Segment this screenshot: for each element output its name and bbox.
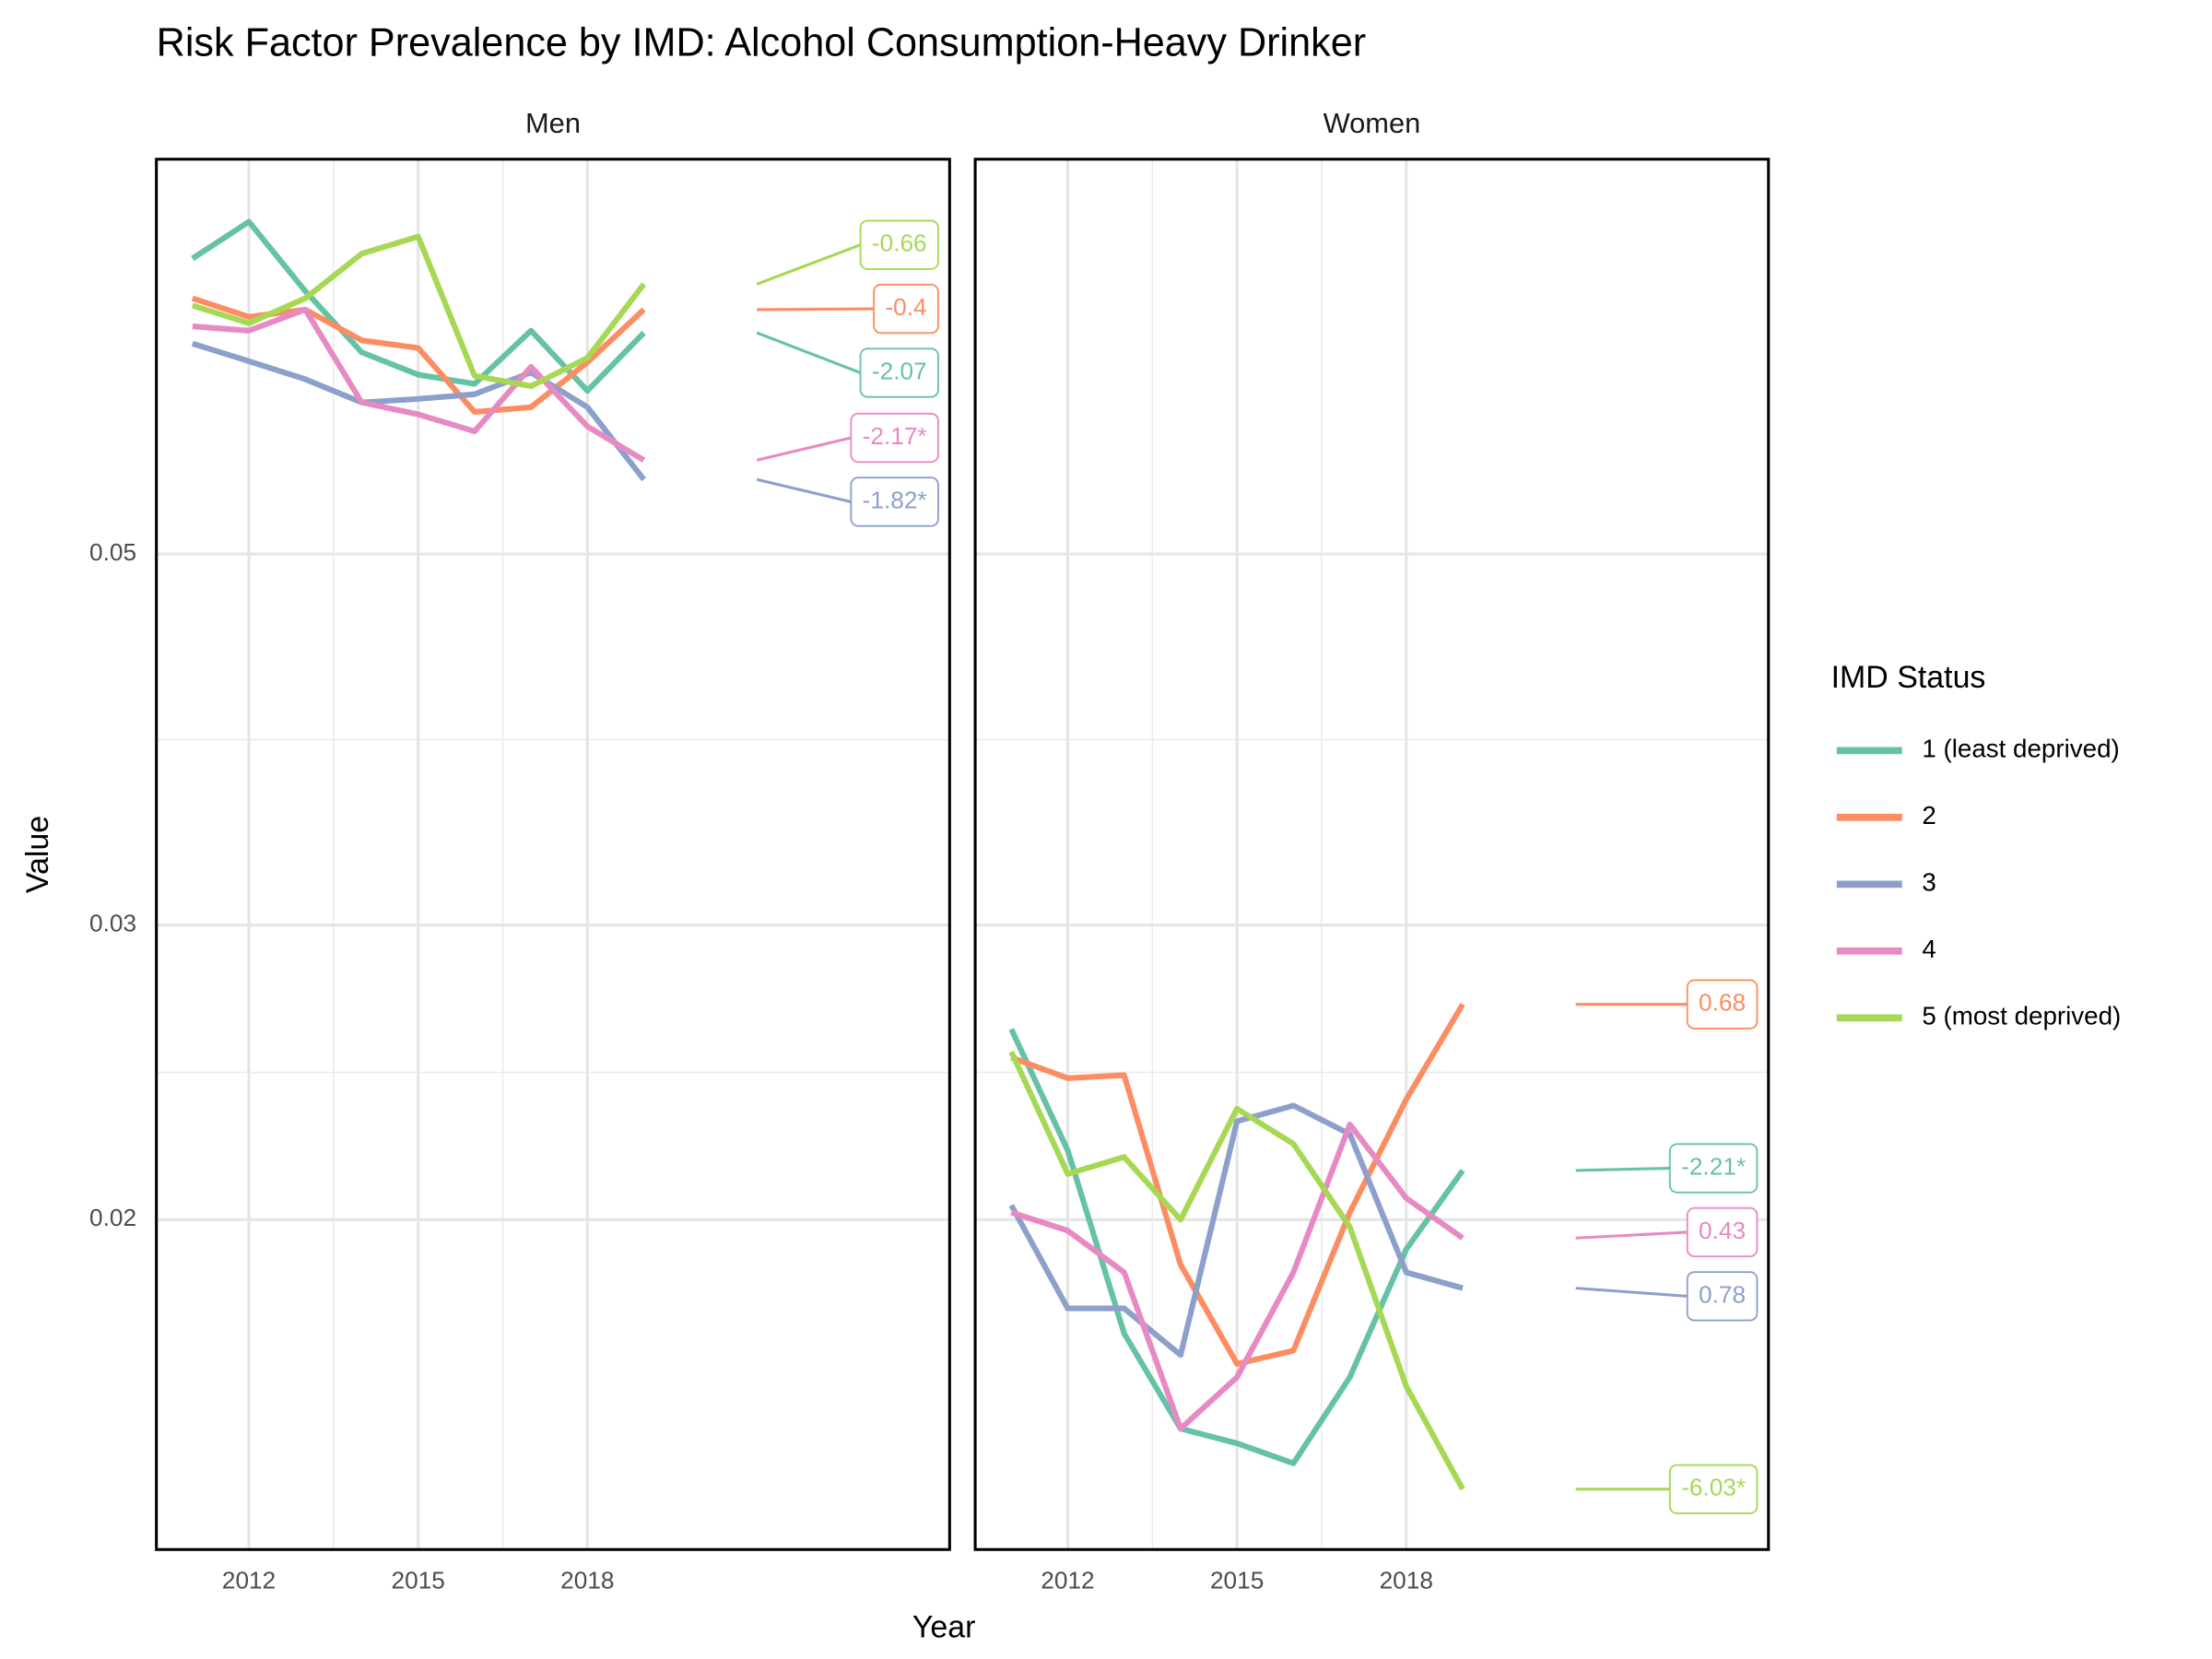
legend-label: 2 (1922, 801, 1936, 830)
end-label: -6.03* (1575, 1464, 1759, 1514)
end-label-box (1668, 1143, 1759, 1194)
y-tick-label: 0.05 (89, 538, 136, 566)
end-label: -1.82* (756, 477, 939, 527)
data-line (191, 218, 646, 394)
end-label-connector (1575, 1230, 1688, 1240)
end-label-text: -0.4 (885, 293, 926, 321)
end-label-text: -0.66 (872, 229, 927, 257)
x-tick-label: 2012 (1041, 1567, 1094, 1594)
end-label: -2.21* (1575, 1143, 1759, 1194)
panel-title: Men (525, 107, 581, 139)
x-axis-title: Year (912, 1610, 976, 1645)
end-label: 0.43 (1575, 1206, 1759, 1258)
legend-title: IMD Status (1831, 660, 1986, 695)
panel-title: Women (1324, 107, 1421, 139)
end-label-text: 0.43 (1699, 1217, 1746, 1244)
end-label-connector (757, 307, 875, 312)
end-label-connector (756, 331, 862, 374)
end-label-text: 0.68 (1699, 989, 1746, 1017)
data-line (1010, 1003, 1465, 1367)
legend-label: 4 (1922, 935, 1936, 963)
y-tick-label: 0.03 (89, 910, 136, 937)
data-line (191, 340, 646, 482)
end-label: 0.68 (1575, 979, 1759, 1030)
data-line (1008, 1028, 1465, 1466)
end-label-box (850, 477, 939, 527)
x-tick-label: 2018 (560, 1567, 614, 1594)
end-label: -2.17* (756, 412, 939, 464)
end-label: 0.78 (1575, 1271, 1759, 1322)
end-label-box (1686, 1271, 1759, 1322)
chart-title: Risk Factor Prevalence by IMD: Alcohol C… (157, 21, 1366, 65)
end-label-connector (756, 243, 862, 286)
x-tick-label: 2012 (222, 1567, 276, 1594)
end-label-text: 0.78 (1699, 1280, 1746, 1308)
end-label-connector (1575, 1167, 1670, 1172)
end-label-text: -2.21* (1681, 1152, 1746, 1180)
end-label: -2.07 (756, 331, 939, 398)
x-tick-label: 2015 (392, 1567, 445, 1594)
panel-border (973, 158, 1771, 1551)
legend-label: 3 (1922, 868, 1936, 897)
data-line (1010, 1121, 1465, 1432)
end-label-box (873, 283, 939, 335)
end-label-connector (1575, 1287, 1688, 1298)
legend-label: 1 (least deprived) (1922, 735, 2119, 763)
data-line (1008, 1102, 1464, 1359)
end-label-box (1668, 1464, 1759, 1514)
end-label-box (1686, 979, 1759, 1030)
legend-label: 5 (most deprived) (1922, 1002, 2121, 1030)
end-label-connector (756, 477, 852, 503)
end-label-connector (756, 436, 852, 462)
y-tick-label: 0.02 (89, 1204, 136, 1231)
end-label-box (850, 412, 939, 464)
end-label: -0.4 (757, 283, 939, 335)
end-label-box (1686, 1206, 1759, 1258)
panel-border (155, 158, 951, 1551)
end-label-text: -1.82* (863, 486, 927, 513)
end-label-box (859, 347, 939, 398)
end-label-text: -2.07 (872, 357, 927, 384)
x-tick-label: 2018 (1380, 1567, 1433, 1594)
x-tick-label: 2015 (1210, 1567, 1264, 1594)
data-line (1008, 1050, 1465, 1491)
y-axis-title: Value (20, 816, 55, 893)
end-label-box (859, 219, 939, 270)
data-line (192, 306, 646, 463)
end-label-text: -6.03* (1681, 1474, 1746, 1501)
end-label-text: -2.17* (863, 422, 927, 450)
data-line (191, 233, 647, 390)
end-label: -0.66 (756, 219, 939, 286)
